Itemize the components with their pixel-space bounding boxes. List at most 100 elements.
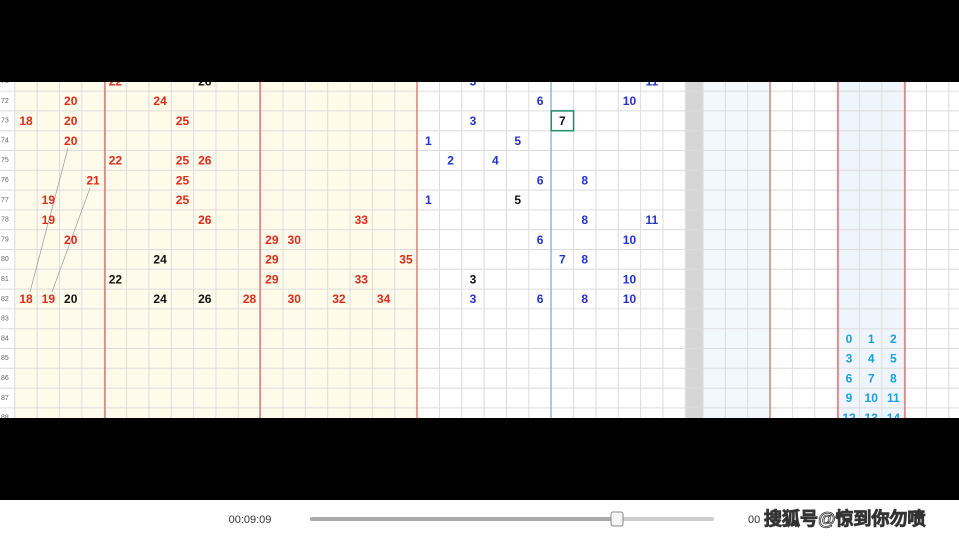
keypad-number: 4 xyxy=(868,352,875,366)
row-label: 74 xyxy=(1,137,9,144)
selected-cell xyxy=(550,110,575,132)
cell-number: 30 xyxy=(288,233,302,247)
cell-number: 10 xyxy=(623,292,637,306)
row-label: 78 xyxy=(1,217,9,224)
row-label: 73 xyxy=(1,118,9,125)
row-label: 83 xyxy=(1,316,9,323)
cell-number: 22 xyxy=(109,154,123,168)
row-label: 79 xyxy=(1,236,9,243)
cell-number: 29 xyxy=(265,233,279,247)
keypad-number: 10 xyxy=(865,391,879,405)
cell-number: 8 xyxy=(581,292,588,306)
duration: 00 xyxy=(748,514,760,526)
cell-number: 8 xyxy=(581,253,588,267)
current-time: 00:09:09 xyxy=(229,514,272,526)
row-label: 72 xyxy=(1,98,9,105)
cell-number: 26 xyxy=(198,292,212,306)
cell-number: 11 xyxy=(645,74,658,88)
row-label: 77 xyxy=(1,197,9,204)
watermark: 搜狐号@惊到你勿喷 xyxy=(764,508,926,529)
cell-number: 25 xyxy=(176,154,190,168)
cell-number: 10 xyxy=(623,94,637,108)
cell-number: 5 xyxy=(514,134,521,148)
cell-number: 29 xyxy=(265,272,279,286)
cell-number: 20 xyxy=(64,114,78,128)
cell-number: 1 xyxy=(425,134,432,148)
cell-number: 25 xyxy=(176,114,190,128)
row-label: 85 xyxy=(1,355,9,362)
cell-number: 7 xyxy=(559,114,566,128)
cell-number: 20 xyxy=(64,94,78,108)
row-label: 75 xyxy=(1,157,9,164)
cell-number: 1 xyxy=(425,193,432,207)
cell-number: 6 xyxy=(537,173,544,187)
keypad-number: 1 xyxy=(868,332,875,346)
cell-number: 8 xyxy=(581,213,588,227)
cell-number: 4 xyxy=(492,154,499,168)
cell-number: 22 xyxy=(109,74,123,88)
cell-number: 33 xyxy=(355,213,369,227)
cell-number: 24 xyxy=(153,94,167,108)
cell-number: 3 xyxy=(470,74,477,88)
cell-number: 24 xyxy=(153,292,167,306)
cell-number: 30 xyxy=(288,292,302,306)
row-label: 82 xyxy=(1,296,9,303)
cell-number: 6 xyxy=(537,233,544,247)
keypad-number: 14 xyxy=(887,411,901,425)
keypad-number: 8 xyxy=(890,371,897,385)
cell-number: 26 xyxy=(198,154,212,168)
cell-number: 5 xyxy=(514,193,521,207)
cell-number: 28 xyxy=(243,292,257,306)
cell-number: 10 xyxy=(623,272,637,286)
cell-number: 24 xyxy=(153,253,167,267)
keypad-number: 0 xyxy=(846,332,853,346)
keypad-number: 7 xyxy=(868,371,875,385)
row-label: 86 xyxy=(1,375,9,382)
cell-number: 33 xyxy=(355,272,369,286)
cell-number: 10 xyxy=(623,233,637,247)
trend xyxy=(51,187,91,293)
cell-number: 22 xyxy=(109,272,123,286)
cell-number: 6 xyxy=(537,94,544,108)
cell-number: 3 xyxy=(470,272,477,286)
row-label: 84 xyxy=(1,335,9,342)
cell-number: 3 xyxy=(470,292,477,306)
keypad-number: 2 xyxy=(890,332,897,346)
row-label: 76 xyxy=(1,177,9,184)
cell-number: 7 xyxy=(559,253,566,267)
cell-number: 26 xyxy=(198,213,212,227)
cell-number: 20 xyxy=(64,134,78,148)
row-label: 81 xyxy=(1,276,9,283)
cell-number: 20 xyxy=(64,292,78,306)
row-label: 87 xyxy=(1,395,9,402)
seek-progress xyxy=(310,517,617,521)
cell-number: 25 xyxy=(176,193,190,207)
cell-number: 20 xyxy=(64,233,78,247)
cell-number: 19 xyxy=(42,292,56,306)
cell-number: 21 xyxy=(86,173,100,187)
cell-number: 8 xyxy=(581,173,588,187)
cell-number: 34 xyxy=(377,292,391,306)
keypad-number: 11 xyxy=(887,391,900,405)
cell-number: 25 xyxy=(176,173,190,187)
seek-knob[interactable] xyxy=(610,511,624,527)
cell-number: 3 xyxy=(470,114,477,128)
cell-number: 18 xyxy=(19,114,33,128)
keypad-number: 3 xyxy=(846,352,853,366)
cell-number: 19 xyxy=(42,213,56,227)
keypad-number: 5 xyxy=(890,352,897,366)
keypad-number: 6 xyxy=(846,371,853,385)
keypad-number: 13 xyxy=(865,411,879,425)
row-label: 80 xyxy=(1,256,9,263)
keypad-number: 9 xyxy=(846,391,853,405)
keypad-number: 12 xyxy=(842,411,856,425)
spreadsheet: 7122263117220246107318202537742015752225… xyxy=(0,74,959,425)
cell-number: 29 xyxy=(265,253,279,267)
cell-number: 2 xyxy=(447,154,454,168)
cell-number: 19 xyxy=(42,193,56,207)
cell-number: 6 xyxy=(537,292,544,306)
cell-number: 35 xyxy=(399,253,413,267)
row-label: 71 xyxy=(1,78,9,85)
cell-number: 18 xyxy=(19,292,33,306)
